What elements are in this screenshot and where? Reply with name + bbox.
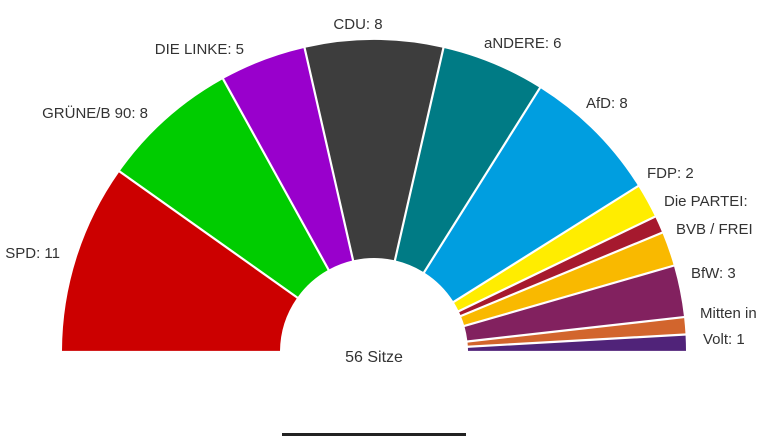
slice-label: DIE LINKE: 5 — [155, 41, 244, 58]
slice-label: aNDERE: 6 — [484, 35, 562, 52]
labels-group: SPD: 11 GRÜNE/B 90: 8 DIE LINKE: 5 CDU: 8 aN… — [5, 16, 756, 348]
slice-bfw — [464, 266, 684, 341]
slice-label: Volt: 1 — [703, 331, 745, 348]
slice-cdu — [305, 40, 443, 261]
slice-mitten-in — [467, 318, 686, 346]
slice-label: GRÜNE/B 90: 8 — [42, 104, 148, 122]
slice-andere — [395, 48, 540, 272]
slice-label: CDU: 8 — [333, 16, 382, 33]
slice-label: Mitten in — [700, 305, 757, 322]
slice-volt — [467, 335, 686, 351]
slice-label: BfW: 3 — [691, 265, 736, 282]
total-seats-label: 56 Sitze — [345, 349, 403, 366]
slice-spd — [62, 172, 297, 351]
slice-fdp — [454, 186, 655, 311]
slice-grüne-b-90 — [120, 79, 328, 297]
slice-label: FDP: 2 — [647, 165, 694, 182]
slice-bvb-freie-wähler — [461, 233, 674, 325]
slice-label: Die PARTEI: — [664, 193, 748, 210]
slice-die-partei — [459, 217, 662, 316]
slices-group — [62, 40, 686, 351]
slice-label: SPD: 11 — [5, 245, 60, 262]
slice-label: BVB / FREI — [676, 221, 753, 238]
slice-label: AfD: 8 — [586, 95, 628, 112]
slice-die-linke — [224, 48, 353, 270]
bottom-divider — [282, 433, 466, 436]
slice-afd — [424, 88, 638, 302]
